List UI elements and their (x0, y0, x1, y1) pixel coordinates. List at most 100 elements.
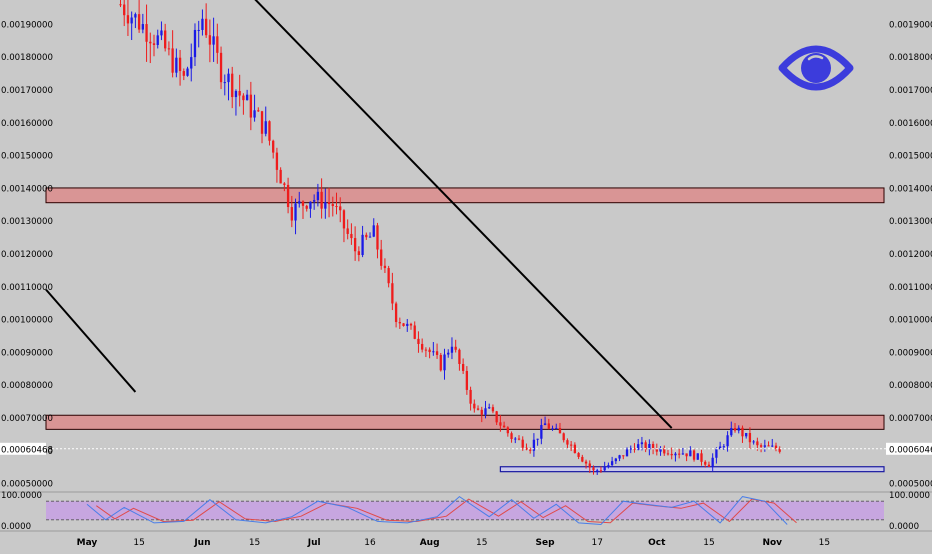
candle-body (223, 82, 226, 84)
candle-body (670, 453, 673, 456)
candle-body (212, 36, 215, 45)
candle-body (383, 265, 387, 269)
candle-body (543, 423, 547, 426)
candle-body (450, 346, 454, 353)
left-current-price-label: 0.00060468 (1, 445, 53, 455)
left-price-tick-label: 0.00140000 (1, 184, 53, 194)
candle-body (454, 346, 457, 350)
candle-body (346, 228, 349, 234)
date-axis-background (0, 531, 932, 550)
candle-body (603, 467, 606, 471)
candle-body (711, 457, 714, 467)
candle-body (406, 323, 409, 326)
right-price-tick-label: 0.00130000 (889, 217, 932, 227)
candle-body (279, 169, 282, 184)
candle-body (584, 461, 588, 464)
candle-body (566, 440, 569, 445)
date-tick-label: May (77, 538, 98, 548)
candle-body (771, 445, 774, 447)
candle-body (569, 444, 573, 446)
left-price-tick-label: 0.00180000 (1, 53, 53, 63)
candle-body (197, 29, 200, 31)
candle-body (759, 445, 763, 447)
candle-body (599, 470, 603, 472)
candle-body (167, 48, 171, 50)
candle-body (350, 233, 353, 239)
candle-body (745, 432, 748, 437)
candle-body (532, 439, 536, 451)
date-tick-label: Nov (762, 538, 782, 548)
candle-body (152, 43, 156, 45)
candle-body (428, 349, 431, 353)
candle-body (331, 204, 334, 207)
left-price-tick-label: 0.00080000 (1, 381, 53, 391)
candle-body (525, 447, 528, 450)
date-tick-label: 15 (819, 538, 830, 548)
candle-body (391, 283, 394, 304)
candle-body (242, 95, 245, 101)
right-price-tick-label: 0.00100000 (889, 316, 932, 326)
stochastic-tick-right-100: 100.0000 (889, 491, 930, 501)
candle-body (573, 444, 577, 454)
candle-body (495, 411, 498, 423)
candle-body (164, 30, 167, 49)
candle-body (502, 425, 506, 428)
candle-body (588, 463, 591, 468)
candle-body (767, 445, 770, 447)
candle-body (674, 453, 677, 456)
candle-body (491, 407, 495, 412)
right-price-tick-label: 0.00050000 (889, 480, 932, 490)
candle-body (320, 191, 323, 209)
candle-body (149, 41, 152, 44)
candle-body (629, 448, 632, 450)
stochastic-tick-left-0: 0.0000 (1, 522, 31, 532)
candle-body (458, 349, 461, 364)
candle-body (681, 453, 685, 455)
candle-body (529, 449, 532, 451)
candle-body (272, 140, 275, 153)
right-price-tick-label: 0.00120000 (889, 250, 932, 260)
candle-body (737, 427, 740, 431)
candle-body (678, 453, 681, 455)
resistance-zone-2 (45, 414, 885, 430)
candle-body (484, 408, 487, 415)
candle-body (335, 206, 338, 208)
right-price-tick-label: 0.00190000 (889, 20, 932, 30)
right-price-tick-label: 0.00140000 (889, 184, 932, 194)
candle-body (119, 4, 122, 6)
candle-body (413, 325, 416, 339)
candle-body (245, 94, 249, 101)
candle-body (718, 446, 722, 450)
candle-body (659, 448, 662, 452)
candle-body (592, 467, 595, 471)
right-price-tick-label: 0.00150000 (889, 152, 932, 162)
candle-body (186, 68, 189, 76)
candle-body (536, 438, 539, 440)
candle-body (249, 94, 252, 118)
support-zone (499, 466, 885, 473)
candle-body (286, 184, 290, 208)
right-price-tick-label: 0.00160000 (889, 119, 932, 129)
eye-icon (778, 45, 854, 91)
candle-body (130, 17, 133, 24)
candle-body (596, 470, 599, 472)
candle-body (171, 48, 174, 73)
date-tick-label: 15 (703, 538, 714, 548)
candle-body (581, 456, 584, 462)
candle-body (663, 448, 666, 454)
candle-body (607, 465, 610, 468)
candle-body (685, 453, 688, 457)
candle-body (134, 14, 137, 18)
left-price-tick-label: 0.00100000 (1, 316, 53, 326)
candle-body (707, 464, 711, 467)
candle-body (342, 210, 346, 229)
candle-body (618, 455, 621, 459)
candle-body (376, 225, 379, 250)
candle-body (476, 408, 480, 410)
left-price-tick-label: 0.00150000 (1, 152, 53, 162)
right-current-price-label: 0.00060468 (889, 445, 932, 455)
candle-body (327, 202, 331, 205)
